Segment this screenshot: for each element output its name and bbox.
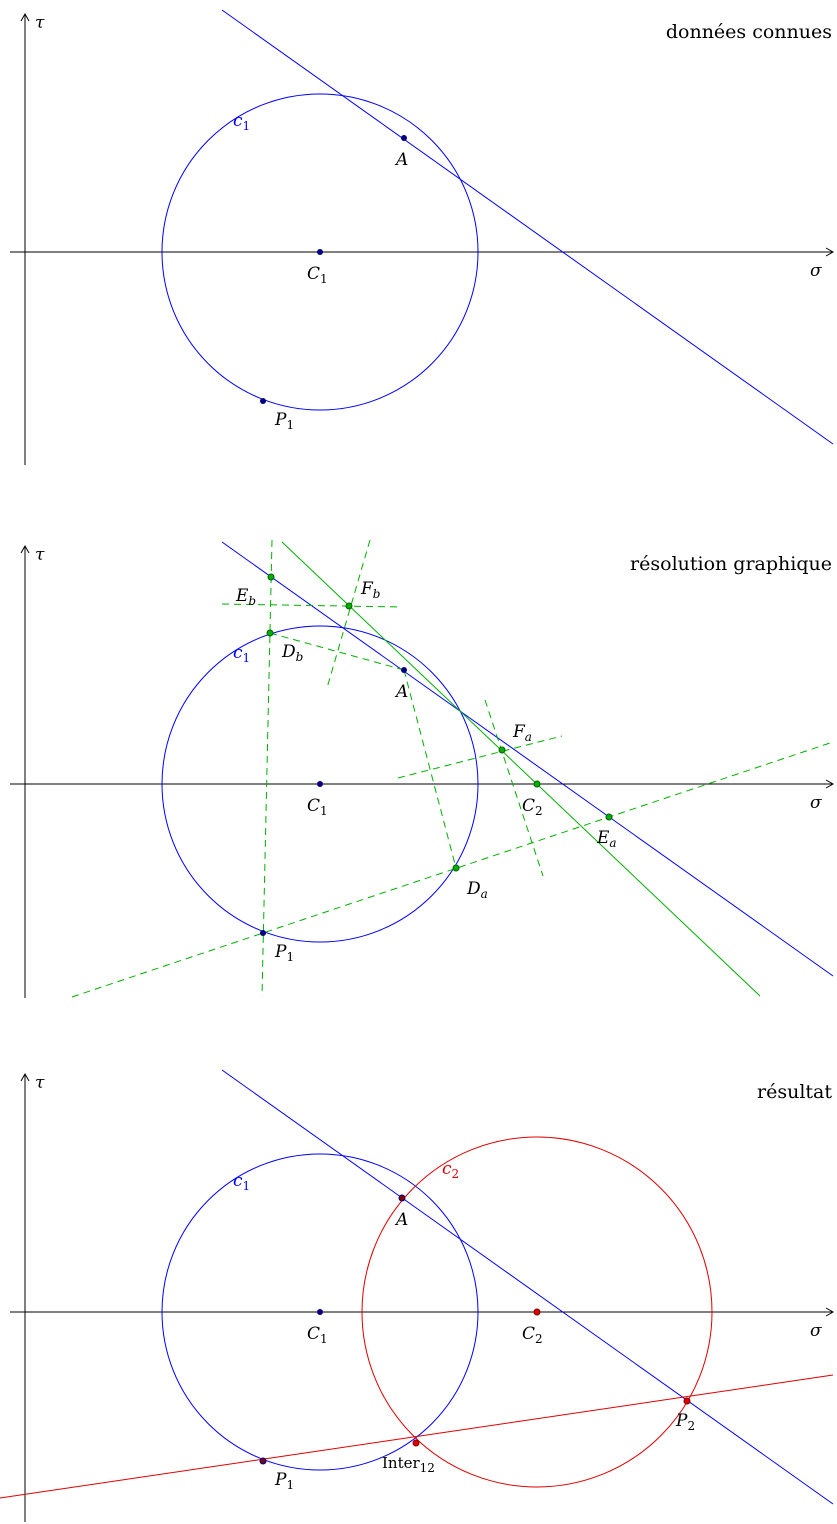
label-P1: P1: [274, 1470, 294, 1492]
label-C1: C1: [307, 1324, 328, 1346]
point-A: [398, 1194, 406, 1202]
circle-c1: [161, 625, 479, 943]
panel-title: résolution graphique: [630, 553, 832, 575]
label-Eb: Eb: [235, 586, 256, 608]
point-Inter12: [412, 1439, 420, 1447]
dashed-P1-line: [71, 741, 834, 998]
circle-c1: [161, 1153, 479, 1471]
dashed-Fa-line: [397, 735, 563, 779]
label-Fb: Fb: [360, 579, 380, 601]
point-A: [401, 135, 407, 141]
point-Ea: [605, 813, 613, 821]
label-P2: P2: [675, 1411, 695, 1433]
line-blue: [221, 9, 834, 445]
label-Fa: Fa: [512, 722, 532, 744]
sigma-label: σ: [810, 793, 822, 813]
circle-c1: [161, 93, 479, 411]
label-c2: c2: [442, 1159, 459, 1181]
dashed-vertical-E: [261, 539, 273, 997]
point-C2: [533, 780, 541, 788]
point-P1: [260, 398, 266, 404]
point-C1: [317, 781, 323, 787]
panel-known-data: τ σ données connues c1 A C1 P1: [10, 9, 835, 465]
label-C1: C1: [307, 796, 328, 818]
line-red: [0, 1374, 834, 1499]
dashed-C2-line: [484, 699, 544, 877]
label-C1: C1: [307, 264, 328, 286]
panel-title: résultat: [757, 1081, 832, 1103]
label-A: A: [394, 150, 408, 170]
label-c1: c1: [233, 111, 250, 133]
construction-lines: [71, 539, 834, 998]
label-Inter12: Inter12: [382, 1454, 435, 1475]
dashed-horizontal-F: [221, 603, 403, 608]
circle-c2: [361, 1136, 713, 1488]
label-Db: Db: [281, 642, 303, 664]
tau-label: τ: [35, 13, 45, 33]
point-A: [401, 667, 407, 673]
sigma-label: σ: [810, 261, 822, 281]
tau-label: τ: [35, 1073, 45, 1093]
label-P1: P1: [274, 410, 294, 432]
label-Ea: Ea: [596, 828, 617, 850]
label-A: A: [394, 682, 408, 702]
point-P2: [683, 1397, 691, 1405]
point-C1: [317, 1309, 323, 1315]
line-blue: [221, 1069, 834, 1505]
panel-result: τ σ résultat c1 c2 A C1 C2 P2 Inter12 P1: [0, 1069, 835, 1522]
line-blue: [221, 541, 834, 977]
label-Da: Da: [466, 879, 488, 901]
label-A: A: [394, 1210, 408, 1230]
panel-title: données connues: [666, 21, 832, 43]
point-Db: [266, 629, 274, 637]
point-Eb: [267, 573, 275, 581]
point-C1: [317, 249, 323, 255]
point-Da: [452, 864, 460, 872]
label-C2: C2: [522, 1324, 543, 1346]
point-C2: [533, 1308, 541, 1316]
point-Fa: [498, 746, 506, 754]
line-green-solid: [281, 541, 761, 997]
dashed-Fb-up: [326, 539, 371, 689]
panel-graphical-resolution: τ σ résolution graphique c1 Eb Fb Db A F…: [10, 539, 835, 998]
label-c1: c1: [233, 1171, 250, 1193]
sigma-label: σ: [810, 1321, 822, 1341]
label-c1: c1: [233, 643, 250, 665]
point-Fb: [345, 602, 353, 610]
dashed-A-Da: [403, 669, 457, 869]
tau-label: τ: [35, 545, 45, 565]
label-C2: C2: [522, 796, 543, 818]
point-P1: [260, 930, 266, 936]
label-P1: P1: [274, 942, 294, 964]
point-P1: [259, 1457, 267, 1465]
